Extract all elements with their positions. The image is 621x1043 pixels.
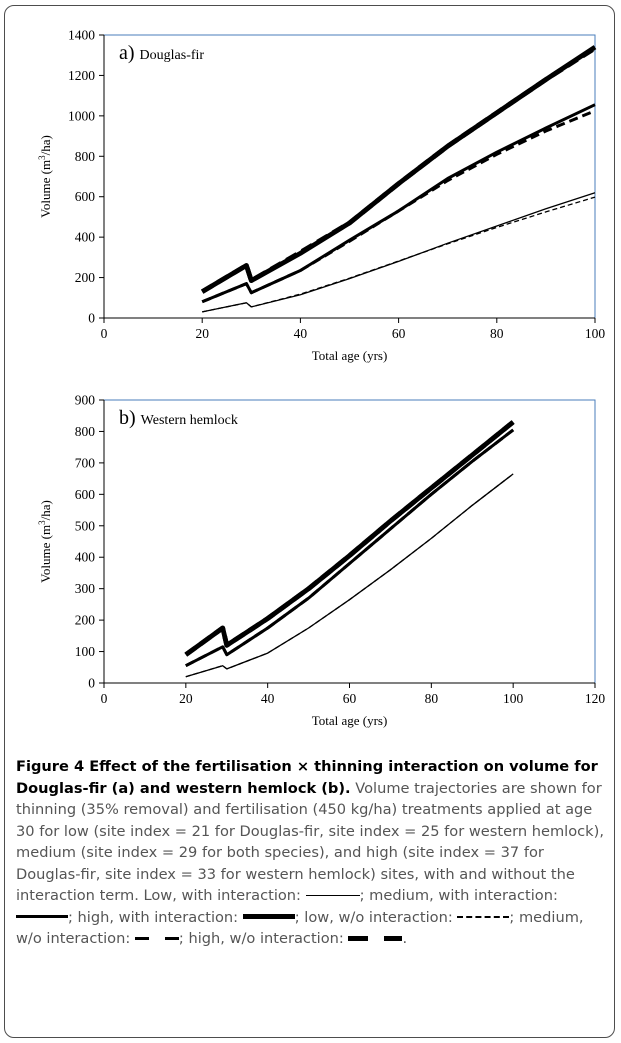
y-tick-label: 800 — [75, 149, 96, 164]
y-tick-label: 1200 — [68, 68, 95, 83]
y-axis-label-end: /ha) — [38, 135, 53, 155]
y-axis-label-sup: 3 — [37, 520, 47, 525]
x-tick-label: 40 — [294, 326, 308, 341]
caption-body: Volume trajectories are shown for thinni… — [16, 779, 604, 905]
series-line-thick-dashed — [200, 46, 597, 294]
y-tick-label: 600 — [75, 189, 96, 204]
series-line-thick-solid — [184, 420, 515, 657]
x-tick-label: 20 — [179, 691, 193, 706]
y-axis-label: Volume (m3/ha) — [37, 135, 53, 218]
series-line-medium-solid — [185, 428, 515, 668]
x-tick-label: 0 — [101, 326, 108, 341]
plot-title-prefix: b) — [119, 407, 136, 429]
x-tick-label: 80 — [425, 691, 439, 706]
series-line-thick-dashed — [184, 420, 515, 657]
legend-swatch-low-with — [305, 894, 360, 896]
x-tick-label: 100 — [503, 691, 524, 706]
x-tick-label: 120 — [585, 691, 606, 706]
y-tick-label: 0 — [88, 676, 95, 691]
y-axis-label-sup: 3 — [37, 155, 47, 160]
caption-text-2: ; medium, with interaction: — [359, 887, 558, 904]
y-tick-label: 1400 — [68, 28, 95, 43]
chart-western-hemlock: 0 100 200 300 400 500 600 700 800 900 0 20 40 60 80 100… — [37, 393, 606, 729]
y-tick-label: 900 — [75, 393, 96, 408]
x-tick-label: 40 — [261, 691, 275, 706]
y-tick-label: 0 — [88, 311, 95, 326]
x-axis-label: Total age (yrs) — [312, 348, 388, 363]
series-line-thin-dashed — [185, 473, 514, 678]
y-tick-label: 800 — [75, 424, 96, 439]
x-tick-label: 100 — [585, 326, 606, 341]
caption-text-6: ; high, w/o interaction: — [178, 930, 349, 947]
legend-swatch-medium-without — [134, 936, 179, 940]
y-tick-label: 500 — [75, 518, 96, 533]
legend-swatch-low-without — [457, 915, 510, 918]
x-tick-label: 0 — [101, 691, 108, 706]
caption-text-4: ; low, w/o interaction: — [294, 908, 458, 926]
y-tick-label: 100 — [75, 644, 96, 659]
y-axis-label: Volume (m3/ha) — [37, 500, 53, 583]
series-line-thin-solid — [185, 473, 514, 678]
y-tick-label: 200 — [75, 613, 96, 628]
plot-title-name: Western hemlock — [141, 413, 238, 428]
series-line-medium-dashed — [201, 109, 596, 304]
figure-frame — [4, 5, 615, 1038]
chart-douglas-fir: 0 200 400 600 800 1000 1200 1400 0 20 40 60 80 100 Tot… — [37, 28, 606, 364]
caption-text-3: ; high, with interaction: — [68, 908, 243, 926]
plot-title: a) Douglas-fir — [119, 42, 204, 64]
y-axis-label-main: Volume (m — [38, 525, 53, 583]
x-tick-label: 60 — [343, 691, 357, 706]
y-tick-label: 600 — [75, 487, 96, 502]
x-tick-label: 20 — [195, 326, 209, 341]
plot-title-prefix: a) — [119, 42, 135, 64]
series-line-medium-dashed — [185, 428, 515, 668]
figure-caption: Figure 4 Effect of the fertilisation × t… — [16, 756, 606, 950]
x-tick-label: 60 — [392, 326, 406, 341]
y-tick-label: 1000 — [68, 108, 95, 123]
plot-area-border — [103, 399, 596, 684]
x-axis-label: Total age (yrs) — [312, 713, 388, 728]
y-axis-label-end: /ha) — [38, 500, 53, 520]
y-tick-label: 300 — [75, 581, 96, 596]
x-tick-label: 80 — [490, 326, 504, 341]
y-tick-label: 400 — [75, 230, 96, 245]
plot-title: b) Western hemlock — [119, 407, 238, 429]
caption-text-7: . — [402, 930, 408, 947]
y-tick-label: 200 — [75, 270, 96, 285]
legend-swatch-medium-with — [16, 915, 68, 918]
y-tick-label: 700 — [75, 455, 96, 470]
caption-text-5: ; medium, w/o interaction: — [16, 908, 584, 948]
legend-swatch-high-without — [348, 935, 403, 941]
caption-title: Figure 4 Effect of the fertilisation × t… — [16, 758, 598, 797]
series-line-thin-dashed — [202, 196, 596, 313]
y-axis-label-main: Volume (m — [38, 160, 53, 218]
plot-area-border — [103, 34, 596, 319]
legend-swatch-high-with — [242, 914, 295, 919]
plot-title-name: Douglas-fir — [140, 48, 205, 63]
y-tick-label: 400 — [75, 550, 96, 565]
